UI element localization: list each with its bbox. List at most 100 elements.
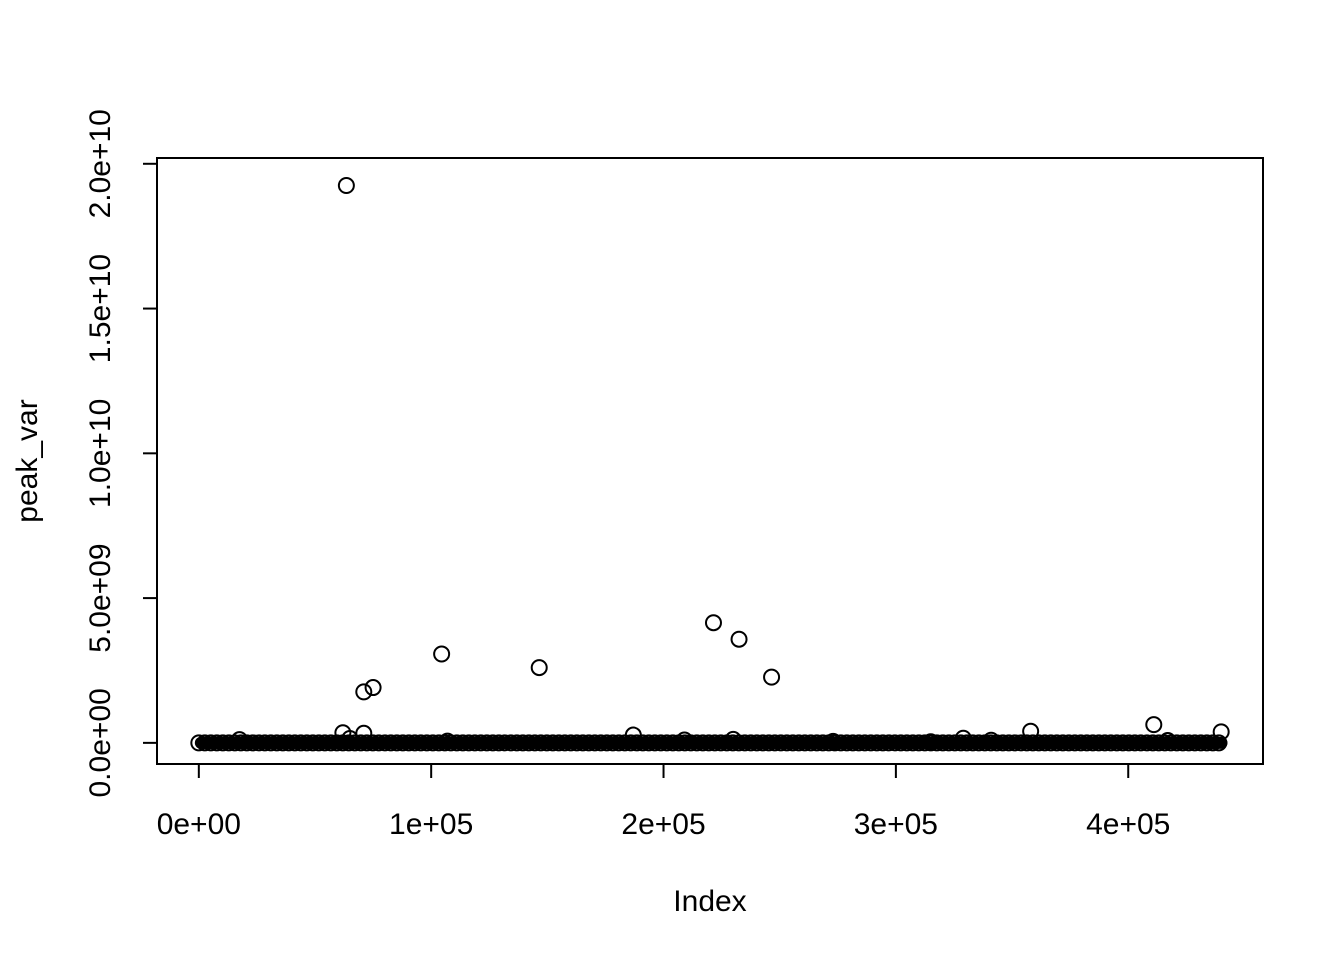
data-point	[484, 734, 502, 752]
data-point	[1192, 734, 1210, 752]
data-point	[826, 734, 844, 752]
data-point	[586, 734, 604, 752]
data-point	[292, 734, 310, 752]
data-point	[433, 645, 451, 663]
data-point	[196, 734, 214, 752]
data-point	[230, 731, 248, 749]
data-point	[562, 734, 580, 752]
data-point	[706, 734, 724, 752]
data-point	[742, 734, 760, 752]
data-point	[496, 734, 514, 752]
data-point	[1000, 734, 1018, 752]
baseline-point-band	[190, 734, 1228, 752]
data-point	[466, 734, 484, 752]
data-point	[262, 734, 280, 752]
data-point	[844, 734, 862, 752]
data-point	[322, 734, 340, 752]
data-point	[274, 734, 292, 752]
data-point	[1096, 734, 1114, 752]
data-point	[1145, 716, 1163, 734]
data-point	[1022, 722, 1040, 740]
data-point	[982, 731, 1000, 749]
data-point	[1048, 734, 1066, 752]
data-point	[400, 734, 418, 752]
data-point	[700, 734, 718, 752]
data-point	[532, 734, 550, 752]
data-point	[1159, 732, 1177, 750]
data-point	[994, 734, 1012, 752]
data-point	[352, 734, 370, 752]
data-point	[1006, 734, 1024, 752]
data-point	[814, 734, 832, 752]
x-axis-title: Index	[673, 885, 746, 918]
data-point	[460, 734, 478, 752]
x-tick-label: 3e+05	[854, 808, 938, 841]
data-point	[880, 734, 898, 752]
data-point	[1036, 734, 1054, 752]
data-point	[1042, 734, 1060, 752]
data-point	[1102, 734, 1120, 752]
data-point	[580, 734, 598, 752]
data-point	[910, 734, 928, 752]
data-point	[868, 734, 886, 752]
data-point	[724, 730, 742, 748]
data-point	[256, 734, 274, 752]
data-point	[688, 734, 706, 752]
data-point	[610, 734, 628, 752]
data-point	[1198, 734, 1216, 752]
data-point	[784, 734, 802, 752]
data-point	[1156, 734, 1174, 752]
data-point	[624, 726, 642, 744]
data-point	[622, 734, 640, 752]
data-point	[1138, 734, 1156, 752]
data-point	[598, 734, 616, 752]
data-point	[874, 734, 892, 752]
data-point	[704, 614, 722, 632]
data-point	[556, 734, 574, 752]
data-point	[346, 734, 364, 752]
y-tick-label: 5.0e+09	[84, 543, 117, 652]
y-tick-label: 2.0e+10	[84, 109, 117, 218]
data-point	[790, 734, 808, 752]
data-point	[568, 734, 586, 752]
data-point	[886, 734, 904, 752]
data-point	[904, 734, 922, 752]
data-point	[1066, 734, 1084, 752]
data-point	[478, 734, 496, 752]
data-point	[760, 734, 778, 752]
data-point	[1084, 734, 1102, 752]
data-point	[1012, 734, 1030, 752]
data-point	[268, 734, 286, 752]
data-point	[934, 734, 952, 752]
data-point	[1126, 734, 1144, 752]
data-point	[850, 734, 868, 752]
data-point	[628, 734, 646, 752]
data-point	[1120, 734, 1138, 752]
data-point	[1186, 734, 1204, 752]
data-point	[694, 734, 712, 752]
data-point	[1030, 734, 1048, 752]
data-point	[514, 734, 532, 752]
data-point	[736, 734, 754, 752]
data-point	[544, 734, 562, 752]
data-point	[472, 734, 490, 752]
data-point	[592, 734, 610, 752]
data-point	[766, 734, 784, 752]
data-point	[358, 734, 376, 752]
data-point	[370, 734, 388, 752]
data-point	[250, 734, 268, 752]
x-tick-label: 0e+00	[157, 808, 241, 841]
data-point	[382, 734, 400, 752]
data-point	[922, 733, 940, 751]
data-point	[337, 177, 355, 195]
data-point	[238, 734, 256, 752]
data-point	[754, 734, 772, 752]
data-point	[412, 734, 430, 752]
data-point	[538, 734, 556, 752]
data-point	[796, 734, 814, 752]
data-point	[220, 734, 238, 752]
data-point	[712, 734, 730, 752]
data-point	[954, 729, 972, 747]
data-point	[202, 734, 220, 752]
